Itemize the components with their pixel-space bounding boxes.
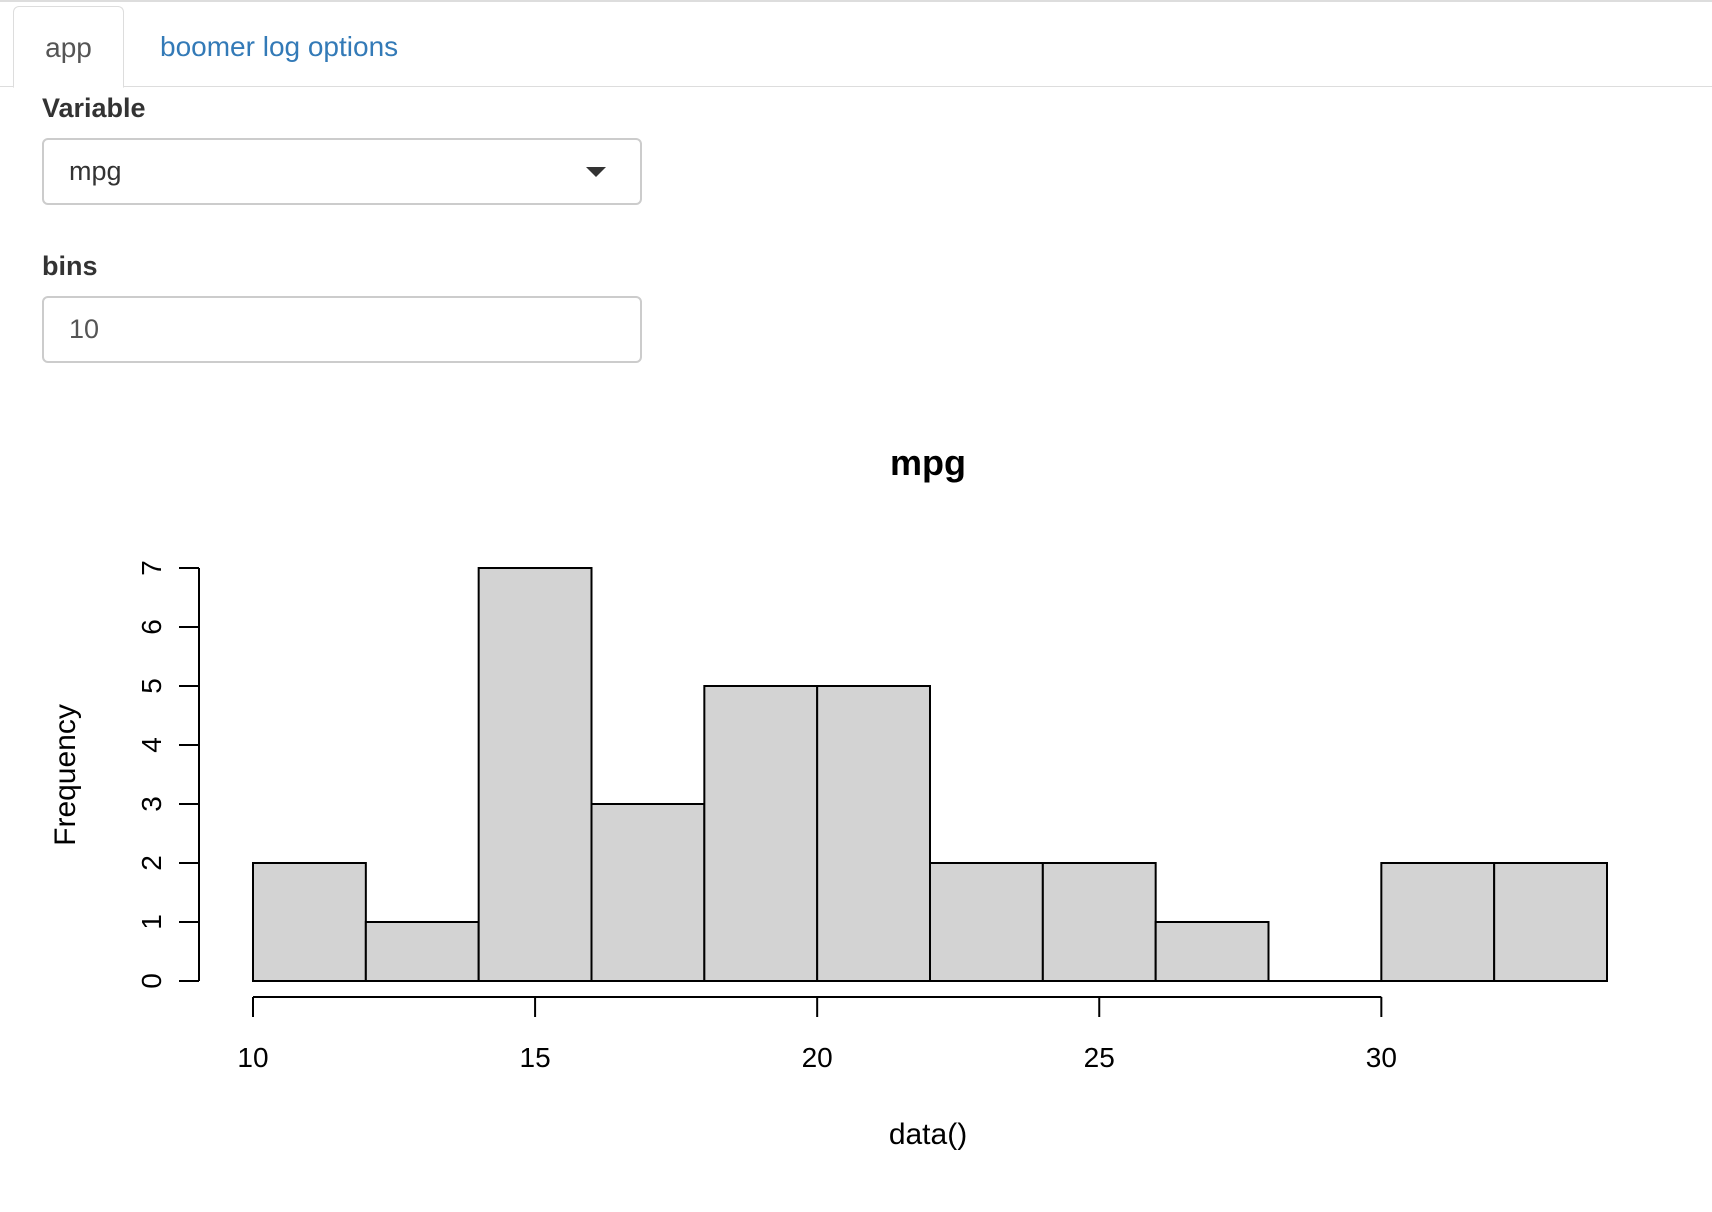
bins-input[interactable]: 10 bbox=[42, 296, 642, 363]
histogram-bar bbox=[1154, 921, 1270, 982]
x-axis-label: data() bbox=[889, 1118, 967, 1151]
x-tick-label: 20 bbox=[802, 1042, 833, 1073]
y-tick-label: 3 bbox=[136, 796, 167, 812]
histogram-plot: mpg data() Frequency 0 1 2 3 4 5 6 7 10 15 20 25 30 bbox=[49, 442, 1608, 1151]
variable-select-value: mpg bbox=[69, 156, 122, 186]
tab-app[interactable]: app bbox=[13, 6, 124, 88]
histogram-bar bbox=[1041, 862, 1157, 982]
x-tick-label: 30 bbox=[1366, 1042, 1397, 1073]
tab-bar: app boomer log options bbox=[0, 0, 1712, 88]
y-tick-label: 1 bbox=[136, 914, 167, 930]
x-tick-label: 25 bbox=[1084, 1042, 1115, 1073]
x-axis: 10 15 20 25 30 bbox=[237, 996, 1397, 1073]
histogram-bar bbox=[252, 862, 367, 982]
y-tick-label: 0 bbox=[136, 973, 167, 989]
y-tick-label: 6 bbox=[136, 619, 167, 635]
y-tick-label: 4 bbox=[136, 737, 167, 753]
variable-label: Variable bbox=[42, 93, 146, 123]
histogram-bar bbox=[1493, 862, 1608, 982]
y-tick-label: 7 bbox=[136, 560, 167, 576]
x-tick-label: 15 bbox=[520, 1042, 551, 1073]
histogram-bar bbox=[816, 685, 932, 982]
histogram-bar bbox=[477, 567, 593, 982]
y-axis: 0 1 2 3 4 5 6 7 bbox=[136, 560, 200, 989]
bins-input-value: 10 bbox=[69, 314, 100, 344]
histogram-bar bbox=[703, 685, 819, 982]
tab-boomer-log-options[interactable]: boomer log options bbox=[160, 31, 399, 62]
x-tick-label: 10 bbox=[237, 1042, 268, 1073]
chart-title: mpg bbox=[890, 442, 966, 483]
histogram-bar bbox=[364, 921, 480, 982]
histogram-bars bbox=[252, 567, 1608, 983]
histogram-bar bbox=[590, 803, 706, 982]
y-tick-label: 5 bbox=[136, 678, 167, 694]
histogram-bar bbox=[1380, 862, 1496, 982]
top-border bbox=[0, 0, 1712, 2]
histogram-bar bbox=[929, 862, 1044, 982]
y-tick-label: 2 bbox=[136, 855, 167, 871]
y-axis-label: Frequency bbox=[49, 704, 82, 846]
chevron-down-icon bbox=[586, 167, 606, 177]
bins-label: bins bbox=[42, 251, 98, 281]
variable-select[interactable]: mpg bbox=[42, 138, 642, 205]
